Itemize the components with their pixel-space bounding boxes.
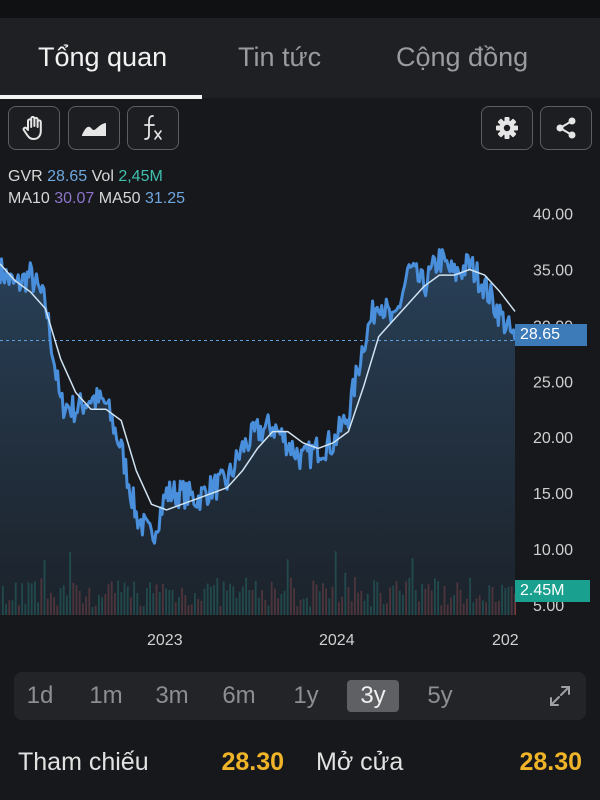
chart-type-button[interactable] bbox=[68, 106, 120, 150]
gear-icon bbox=[496, 117, 518, 139]
area-chart-icon bbox=[82, 123, 106, 136]
share-icon bbox=[556, 117, 576, 139]
range-1d[interactable]: 1d bbox=[26, 682, 54, 709]
x-tick-label: 2023 bbox=[147, 632, 183, 649]
legend-ma50-label: MA50 bbox=[98, 190, 141, 207]
range-3m[interactable]: 3m bbox=[155, 682, 189, 709]
drag-mode-button[interactable] bbox=[8, 106, 60, 150]
tab-community[interactable]: Cộng đồng bbox=[396, 42, 529, 72]
tab-overview[interactable]: Tổng quan bbox=[38, 42, 168, 72]
indicators-button[interactable] bbox=[127, 106, 179, 150]
legend-vol-label: Vol bbox=[91, 168, 114, 185]
y-tick-label: 35.00 bbox=[533, 263, 573, 280]
y-tick-label: 5.00 bbox=[533, 598, 564, 615]
open-price-value: 28.30 bbox=[519, 748, 582, 776]
range-5y[interactable]: 5y bbox=[427, 682, 453, 709]
time-range-selector: 1d 1m 3m 6m 1y 3y 5y bbox=[14, 672, 586, 720]
range-3y[interactable]: 3y bbox=[347, 680, 399, 712]
price-legend: GVR 28.65 Vol 2,45M bbox=[8, 168, 163, 186]
last-price-tag: 28.65 bbox=[515, 324, 587, 346]
open-price-label: Mở cửa bbox=[316, 748, 404, 776]
legend-ma10: 30.07 bbox=[54, 190, 95, 207]
hand-icon bbox=[22, 115, 42, 140]
y-tick-label: 25.00 bbox=[533, 374, 573, 391]
x-axis: 2023 2024 202 bbox=[147, 632, 519, 649]
y-tick-label: 10.00 bbox=[533, 542, 573, 559]
function-icon bbox=[144, 115, 162, 140]
legend-ma50: 31.25 bbox=[145, 190, 186, 207]
legend-ma10-label: MA10 bbox=[8, 190, 50, 207]
range-1y[interactable]: 1y bbox=[293, 682, 319, 709]
active-tab-indicator bbox=[0, 95, 202, 99]
legend-vol: 2,45M bbox=[118, 168, 163, 185]
range-1m[interactable]: 1m bbox=[89, 682, 123, 709]
top-tabs: Tổng quan Tin tức Cộng đồng bbox=[0, 18, 600, 99]
y-tick-label: 40.00 bbox=[533, 207, 573, 224]
y-tick-label: 20.00 bbox=[533, 430, 573, 447]
share-button[interactable] bbox=[540, 106, 592, 150]
legend-price: 28.65 bbox=[47, 168, 88, 185]
y-tick-label: 15.00 bbox=[533, 486, 573, 503]
price-chart[interactable]: 40.0035.0030.0025.0020.0015.0010.005.00 … bbox=[0, 160, 600, 660]
ma50-line bbox=[0, 263, 516, 511]
status-strip bbox=[0, 0, 600, 18]
settings-button[interactable] bbox=[481, 106, 533, 150]
expand-icon[interactable] bbox=[546, 682, 574, 710]
tab-news[interactable]: Tin tức bbox=[238, 42, 322, 72]
legend-ticker: GVR bbox=[8, 168, 43, 185]
x-tick-label: 2024 bbox=[319, 632, 355, 649]
x-tick-label: 202 bbox=[492, 632, 519, 649]
reference-price-value: 28.30 bbox=[221, 748, 284, 776]
price-line bbox=[0, 248, 517, 545]
range-6m[interactable]: 6m bbox=[222, 682, 256, 709]
reference-price-label: Tham chiếu bbox=[18, 748, 149, 776]
last-volume-tag: 2.45M bbox=[515, 580, 590, 602]
ma-legend: MA10 30.07 MA50 31.25 bbox=[8, 190, 185, 208]
